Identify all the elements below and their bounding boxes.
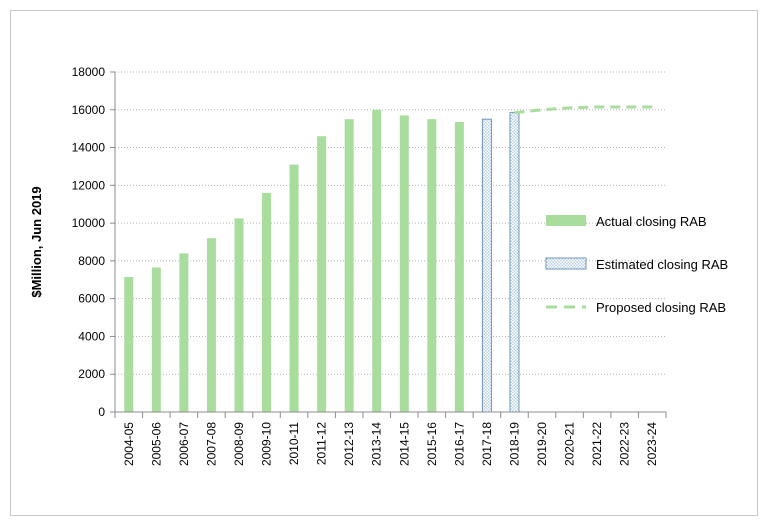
x-tick-label-2015-16: 2015-16: [425, 422, 439, 466]
legend-swatch-actual: [546, 215, 586, 226]
bar-actual-2011-12: [317, 136, 327, 412]
x-tick-label-2013-14: 2013-14: [370, 422, 384, 466]
bar-actual-2015-16: [427, 119, 437, 412]
rab-chart: 0 2000 4000 6000 8000 10000 12000 14000 16000 180…: [29, 65, 728, 466]
bar-actual-2006-07: [179, 253, 189, 412]
x-tick-label-2017-18: 2017-18: [480, 422, 494, 466]
y-tick-label-10000: 10000: [72, 216, 106, 230]
y-tick-label-8000: 8000: [78, 254, 105, 268]
bar-actual-2005-06: [151, 267, 161, 412]
x-tick-label-2007-08: 2007-08: [204, 422, 218, 466]
y-tick-label-16000: 16000: [72, 103, 106, 117]
x-tick-label-2008-09: 2008-09: [232, 422, 246, 466]
x-tick-label-2009-10: 2009-10: [260, 422, 274, 466]
y-tick-label-12000: 12000: [72, 178, 106, 192]
x-tick-label-2023-24: 2023-24: [645, 422, 659, 466]
legend-label-proposed: Proposed closing RAB: [596, 300, 726, 315]
bar-actual-2014-15: [399, 115, 409, 412]
legend-label-actual: Actual closing RAB: [596, 214, 707, 229]
x-tick-label-2016-17: 2016-17: [452, 422, 466, 466]
x-tick-label-2005-06: 2005-06: [149, 422, 163, 466]
bar-actual-2009-10: [262, 192, 272, 412]
x-tick-label-2006-07: 2006-07: [177, 422, 191, 466]
axes: [110, 71, 667, 418]
x-tick-label-2021-22: 2021-22: [590, 422, 604, 466]
bar-actual-2008-09: [234, 218, 244, 412]
y-tick-label-6000: 6000: [78, 292, 105, 306]
proposed-closing-rab-line: [514, 105, 656, 115]
x-tick-label-2012-13: 2012-13: [342, 422, 356, 466]
bar-actual-2004-05: [124, 276, 134, 412]
y-tick-label-4000: 4000: [78, 329, 105, 343]
x-tick-label-2004-05: 2004-05: [122, 422, 136, 466]
bar-estimated-2017-18: [481, 118, 492, 413]
bars: [124, 109, 520, 413]
x-tick-label-2019-20: 2019-20: [535, 422, 549, 466]
x-tick-label-2018-19: 2018-19: [507, 422, 521, 466]
y-tick-labels: 0 2000 4000 6000 8000 10000 12000 14000 16000 180…: [72, 65, 106, 419]
y-axis-title: $Million, Jun 2019: [29, 186, 44, 297]
y-tick-label-0: 0: [98, 405, 105, 419]
x-tick-label-2014-15: 2014-15: [397, 422, 411, 466]
bar-actual-2007-08: [206, 238, 216, 412]
bar-actual-2016-17: [454, 122, 464, 413]
legend: Actual closing RAB Estimated closing RAB…: [545, 214, 728, 315]
bar-actual-2012-13: [344, 119, 354, 412]
y-tick-label-2000: 2000: [78, 367, 105, 381]
y-tick-label-14000: 14000: [72, 141, 106, 155]
legend-swatch-estimated: [545, 257, 587, 270]
y-tick-label-18000: 18000: [72, 65, 106, 79]
bar-actual-2010-11: [289, 164, 299, 412]
proposed-line: [514, 105, 656, 115]
chart-frame: 0 2000 4000 6000 8000 10000 12000 14000 16000 180…: [10, 10, 758, 516]
x-tick-label-2020-21: 2020-21: [563, 422, 577, 466]
x-tick-label-2011-12: 2011-12: [315, 422, 329, 465]
x-tick-labels: 2004-05 2005-06 2006-07 2007-08 2008-09 2009-…: [122, 422, 659, 466]
bar-estimated-2018-19: [509, 112, 520, 413]
x-tick-label-2022-23: 2022-23: [618, 422, 632, 466]
legend-label-estimated: Estimated closing RAB: [596, 257, 728, 272]
x-tick-label-2010-11: 2010-11: [287, 422, 301, 465]
bar-actual-2013-14: [372, 109, 382, 413]
